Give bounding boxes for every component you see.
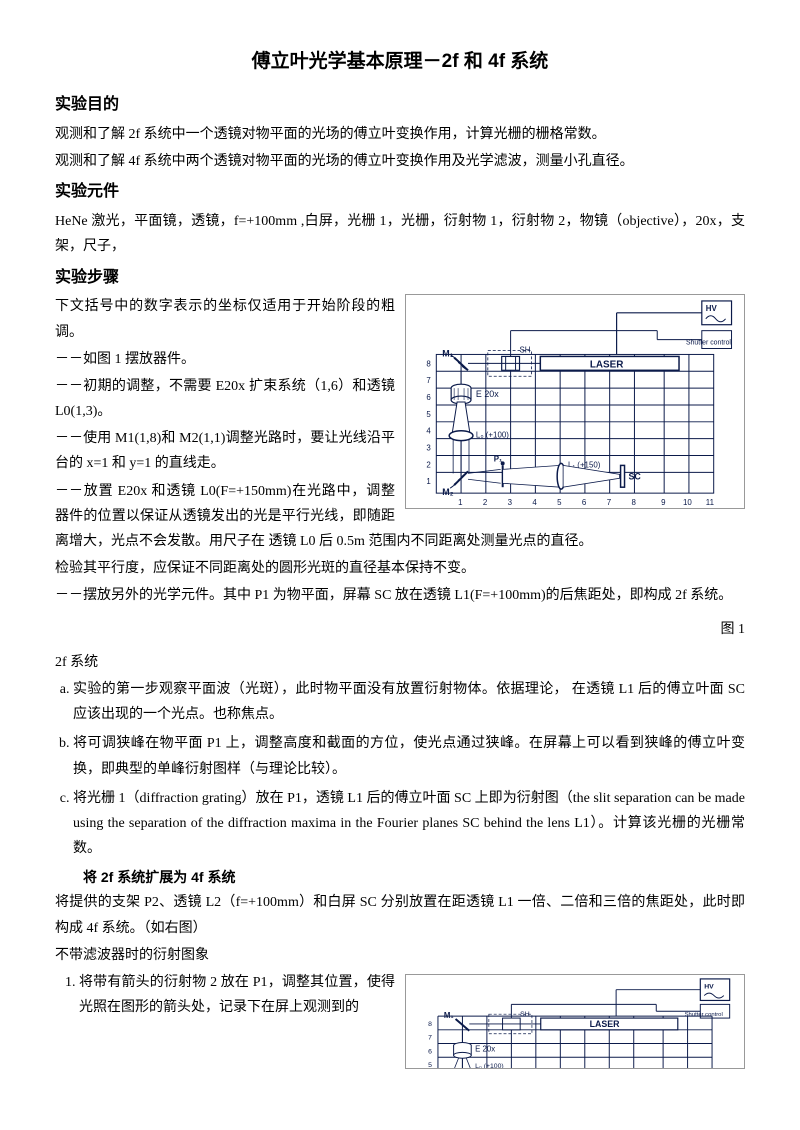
svg-text:2: 2 <box>483 498 487 507</box>
svg-text:6: 6 <box>428 1048 432 1055</box>
sys2f-list: 实验的第一步观察平面波（光斑），此时物平面没有放置衍射物体。依据理论， 在透镜 … <box>55 677 745 861</box>
optics-diagram-2: HV Shutter control 8765 LASER M₁ SH E <box>405 974 745 1069</box>
sys2f-head: 2f 系统 <box>55 650 745 675</box>
svg-text:7: 7 <box>426 377 430 386</box>
sys2f-a: 实验的第一步观察平面波（光斑），此时物平面没有放置衍射物体。依据理论， 在透镜 … <box>73 677 745 727</box>
svg-text:4: 4 <box>426 427 431 436</box>
extend-p1: 将提供的支架 P2、透镜 L2（f=+100mm）和白屏 SC 分别放置在距透镜… <box>55 890 745 940</box>
steps-head: 实验步骤 <box>55 264 745 293</box>
svg-text:8: 8 <box>428 1021 432 1028</box>
svg-text:3: 3 <box>426 444 431 453</box>
sys2f-b: 将可调狭峰在物平面 P1 上，调整高度和截面的方位，使光点通过狭峰。在屏幕上可以… <box>73 731 745 781</box>
svg-text:6: 6 <box>426 393 431 402</box>
steps-l5: 检验其平行度，应保证不同距离处的圆形光斑的直径基本保持不变。 <box>55 556 745 581</box>
extend-p2: 不带滤波器时的衍射图象 <box>55 943 745 968</box>
svg-text:E 20x: E 20x <box>476 389 499 399</box>
purpose-p1: 观测和了解 2f 系统中一个透镜对物平面的光场的傅立叶变换作用，计算光栅的栅格常… <box>55 122 745 147</box>
svg-text:P₁: P₁ <box>494 455 503 464</box>
svg-text:HV: HV <box>706 304 718 313</box>
svg-text:5: 5 <box>426 410 431 419</box>
svg-text:6: 6 <box>582 498 587 507</box>
components-p1: HeNe 激光，平面镜，透镜，f=+100mm ,白屏，光栅 1，光栅，衍射物 … <box>55 209 745 259</box>
sys2f-c: 将光栅 1（diffraction grating）放在 P1，透镜 L1 后的… <box>73 786 745 862</box>
svg-text:10: 10 <box>683 498 692 507</box>
svg-text:M₁: M₁ <box>444 1011 454 1020</box>
fig1-caption: 图 1 <box>55 617 745 642</box>
svg-text:5: 5 <box>557 498 562 507</box>
svg-text:1: 1 <box>458 498 463 507</box>
svg-text:7: 7 <box>428 1035 432 1042</box>
svg-text:8: 8 <box>426 360 431 369</box>
optics-diagram-1: HV Shutter control 8 7 6 5 4 3 2 1 1 <box>405 294 745 509</box>
svg-text:1: 1 <box>426 478 431 487</box>
svg-text:LASER: LASER <box>590 1019 620 1029</box>
steps-l6: －－摆放另外的光学元件。其中 P1 为物平面，屏幕 SC 放在透镜 L1(F=+… <box>55 583 745 608</box>
svg-text:HV: HV <box>704 984 714 991</box>
svg-text:5: 5 <box>428 1062 432 1069</box>
svg-text:9: 9 <box>661 498 666 507</box>
svg-text:M₂: M₂ <box>442 487 453 497</box>
svg-text:M₁: M₁ <box>442 349 453 359</box>
svg-text:L₀ (+100): L₀ (+100) <box>476 431 509 440</box>
svg-text:4: 4 <box>532 498 537 507</box>
svg-text:E 20x: E 20x <box>475 1044 495 1053</box>
purpose-p2: 观测和了解 4f 系统中两个透镜对物平面的光场的傅立叶变换作用及光学滤波，测量小… <box>55 149 745 174</box>
svg-text:LASER: LASER <box>590 360 624 371</box>
extend-head: 将 2f 系统扩展为 4f 系统 <box>55 865 745 890</box>
svg-text:3: 3 <box>508 498 513 507</box>
svg-text:Shutter control: Shutter control <box>685 1012 723 1018</box>
svg-text:8: 8 <box>631 498 636 507</box>
svg-text:SH: SH <box>520 346 531 355</box>
purpose-head: 实验目的 <box>55 91 745 120</box>
svg-text:7: 7 <box>607 498 611 507</box>
page-title: 傅立叶光学基本原理－2f 和 4f 系统 <box>55 45 745 79</box>
svg-text:L₀ (+100): L₀ (+100) <box>475 1063 504 1069</box>
svg-text:SC: SC <box>628 472 641 482</box>
svg-text:SH: SH <box>520 1011 530 1018</box>
svg-text:11: 11 <box>706 498 715 507</box>
svg-text:2: 2 <box>426 461 430 470</box>
components-head: 实验元件 <box>55 178 745 207</box>
svg-text:Shutter control: Shutter control <box>686 340 731 347</box>
